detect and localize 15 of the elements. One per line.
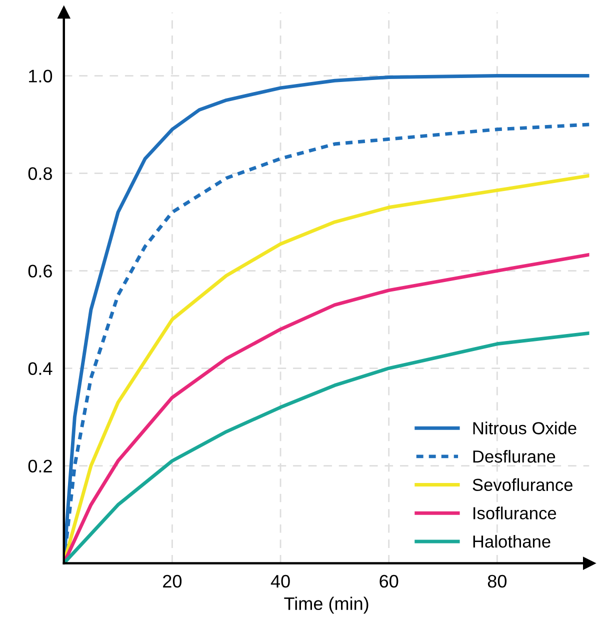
y-tick-label: 0.6 xyxy=(28,264,52,278)
y-tick-label: 0.2 xyxy=(28,460,52,473)
x-tick-label: 20 xyxy=(163,574,182,588)
legend-label: Desflurane xyxy=(473,450,556,463)
y-tick-label: 0.8 xyxy=(28,167,52,180)
legend-label: Nitrous Oxide xyxy=(473,422,576,434)
legend-label: Sevoflurance xyxy=(472,478,572,492)
legend-label: Halothane xyxy=(473,534,550,548)
x-tick-label: 60 xyxy=(380,574,398,588)
x-tick-label: 80 xyxy=(488,574,506,588)
legend-label: Isoflurance xyxy=(474,506,556,520)
y-tick-label: 0.4 xyxy=(28,362,52,375)
x-axis-title: Time (min) xyxy=(284,596,368,614)
y-tick-label: 1.0 xyxy=(29,70,52,82)
x-tick-label: 40 xyxy=(270,574,290,588)
